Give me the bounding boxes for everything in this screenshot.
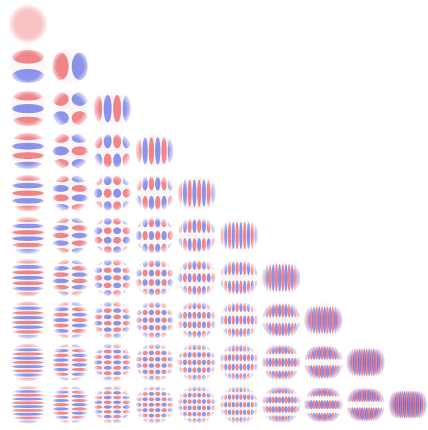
harmonic-sphere-l9-m0 [9,385,47,424]
harmonic-sphere-l9-m3 [135,385,174,424]
harmonic-sphere-l3-m1 [51,131,90,170]
harmonic-sphere-l2-m2 [93,89,132,128]
harmonic-sphere-l7-m2 [93,301,132,340]
harmonic-sphere-l1-m0 [9,47,47,86]
harmonic-sphere-l4-m1 [51,174,90,213]
harmonic-sphere-l6-m2 [93,258,132,297]
harmonic-sphere-l9-m9 [388,385,427,424]
harmonic-sphere-l9-m7 [304,385,343,424]
harmonic-sphere-l6-m6 [262,258,301,297]
harmonic-sphere-l5-m0 [9,216,47,255]
harmonic-sphere-l8-m2 [93,343,132,382]
harmonic-sphere-l7-m1 [51,301,90,340]
harmonic-sphere-l0-m0 [9,5,47,43]
harmonic-sphere-l9-m2 [93,385,132,424]
harmonic-sphere-l8-m6 [262,343,301,382]
harmonic-sphere-l7-m5 [220,301,258,340]
harmonic-sphere-l2-m1 [51,89,90,128]
harmonic-sphere-l5-m2 [93,216,132,255]
harmonic-sphere-l7-m0 [9,301,47,340]
harmonic-sphere-l7-m4 [177,301,216,340]
harmonic-sphere-l2-m0 [9,89,47,128]
harmonic-sphere-l6-m3 [135,258,174,297]
harmonic-sphere-l8-m7 [304,343,343,382]
harmonic-sphere-l3-m3 [135,131,174,170]
harmonic-sphere-l6-m0 [9,258,47,297]
harmonic-sphere-l3-m2 [93,131,132,170]
harmonic-sphere-l4-m4 [177,174,216,213]
harmonic-sphere-l8-m1 [51,343,90,382]
harmonic-sphere-l9-m6 [262,385,301,424]
harmonic-sphere-l6-m4 [177,258,216,297]
harmonic-sphere-l9-m5 [220,385,258,424]
harmonic-sphere-l5-m4 [177,216,216,255]
harmonic-sphere-l5-m5 [220,216,258,255]
harmonic-sphere-l6-m5 [220,258,258,297]
harmonic-sphere-l8-m5 [220,343,258,382]
harmonic-sphere-l7-m7 [304,301,343,340]
harmonic-sphere-l7-m3 [135,301,174,340]
harmonic-sphere-l6-m1 [51,258,90,297]
harmonic-sphere-l8-m4 [177,343,216,382]
harmonic-sphere-l4-m0 [9,174,47,213]
harmonic-sphere-l4-m3 [135,174,174,213]
harmonic-sphere-l1-m1 [51,47,90,86]
harmonic-sphere-l9-m8 [346,385,385,424]
harmonic-sphere-l8-m0 [9,343,47,382]
harmonic-sphere-l5-m3 [135,216,174,255]
harmonic-sphere-l3-m0 [9,131,47,170]
harmonic-sphere-l8-m8 [346,343,385,382]
harmonic-sphere-l9-m1 [51,385,90,424]
harmonic-sphere-l5-m1 [51,216,90,255]
harmonic-sphere-l4-m2 [93,174,132,213]
harmonic-sphere-l8-m3 [135,343,174,382]
harmonic-sphere-l9-m4 [177,385,216,424]
harmonic-sphere-l7-m6 [262,301,301,340]
